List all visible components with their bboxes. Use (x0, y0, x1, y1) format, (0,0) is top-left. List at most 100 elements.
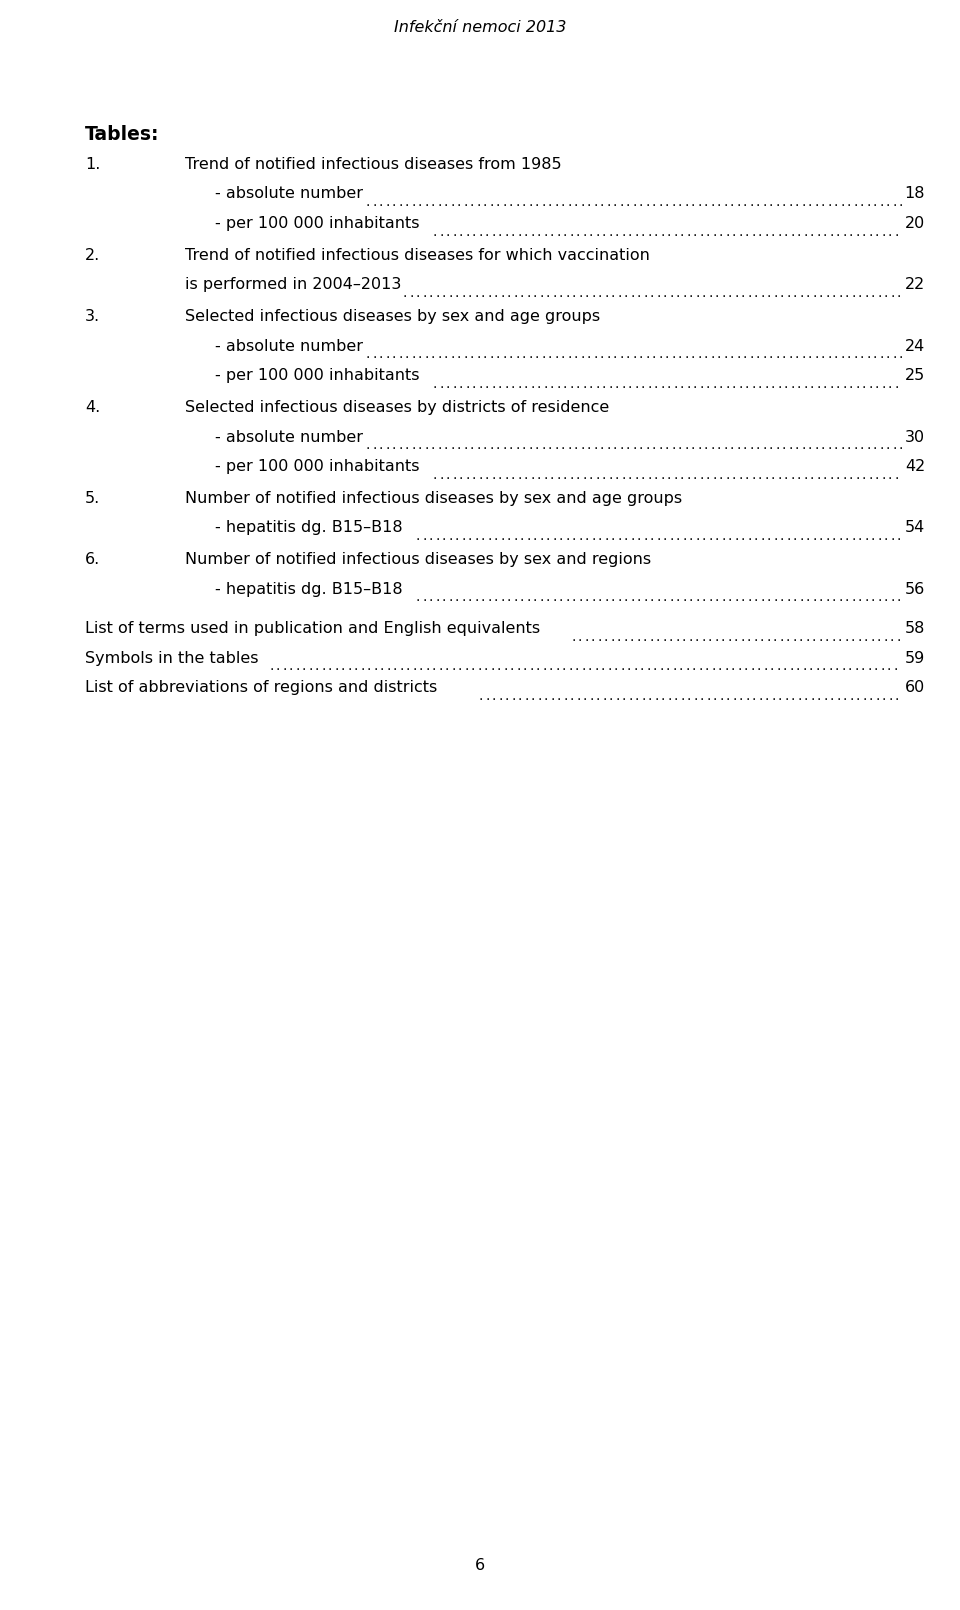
Text: .: . (497, 467, 502, 481)
Text: .: . (826, 287, 829, 299)
Text: .: . (854, 658, 858, 673)
Text: .: . (667, 689, 672, 702)
Text: .: . (764, 377, 769, 391)
Text: .: . (591, 591, 596, 604)
Text: .: . (619, 438, 623, 452)
Text: .: . (693, 467, 697, 481)
Text: .: . (613, 658, 618, 673)
Text: .: . (732, 224, 736, 238)
Text: .: . (695, 630, 699, 644)
Text: .: . (612, 348, 617, 361)
Text: .: . (733, 630, 738, 644)
Text: .: . (826, 591, 829, 604)
Text: .: . (893, 658, 898, 673)
Text: .: . (433, 467, 437, 481)
Text: .: . (683, 591, 686, 604)
Text: .: . (889, 689, 893, 702)
Text: .: . (463, 438, 468, 452)
Text: .: . (780, 287, 784, 299)
Text: .: . (759, 630, 764, 644)
Text: .: . (602, 224, 606, 238)
Text: .: . (366, 348, 370, 361)
Text: .: . (803, 658, 806, 673)
Text: .: . (517, 224, 521, 238)
Text: .: . (723, 438, 728, 452)
Text: .: . (631, 530, 635, 543)
Text: - per 100 000 inhabitants: - per 100 000 inhabitants (215, 369, 420, 383)
Text: .: . (754, 530, 758, 543)
Text: .: . (645, 438, 649, 452)
Text: .: . (289, 658, 293, 673)
Text: .: . (541, 348, 545, 361)
Text: .: . (760, 530, 765, 543)
Text: .: . (767, 591, 771, 604)
Text: .: . (821, 195, 825, 209)
Text: .: . (775, 348, 780, 361)
Text: .: . (577, 689, 581, 702)
Text: .: . (739, 689, 743, 702)
Text: .: . (747, 630, 752, 644)
Text: .: . (864, 591, 869, 604)
Text: .: . (576, 467, 580, 481)
Text: .: . (457, 195, 461, 209)
Text: .: . (468, 530, 472, 543)
Text: .: . (760, 287, 764, 299)
Text: .: . (433, 377, 437, 391)
Text: .: . (885, 438, 890, 452)
Text: .: . (411, 438, 416, 452)
Text: .: . (682, 630, 686, 644)
Text: .: . (799, 630, 804, 644)
Text: .: . (868, 377, 873, 391)
Text: .: . (411, 348, 416, 361)
Text: .: . (738, 377, 743, 391)
Text: .: . (810, 689, 815, 702)
Text: .: . (489, 195, 493, 209)
Text: .: . (429, 287, 433, 299)
Text: .: . (643, 591, 648, 604)
Text: .: . (301, 658, 306, 673)
Text: .: . (705, 658, 709, 673)
Text: .: . (468, 287, 472, 299)
Text: .: . (804, 224, 807, 238)
Text: .: . (576, 224, 580, 238)
Text: .: . (890, 287, 895, 299)
Text: .: . (621, 377, 626, 391)
Text: .: . (620, 658, 625, 673)
Text: .: . (585, 591, 589, 604)
Text: .: . (636, 530, 641, 543)
Text: .: . (455, 591, 459, 604)
Text: .: . (708, 591, 712, 604)
Text: .: . (881, 467, 885, 481)
Text: .: . (857, 287, 862, 299)
Text: .: . (778, 224, 781, 238)
Text: .: . (895, 689, 900, 702)
Text: .: . (621, 224, 626, 238)
Text: .: . (871, 630, 875, 644)
Text: .: . (714, 630, 719, 644)
Text: .: . (386, 658, 391, 673)
Text: .: . (430, 348, 435, 361)
Text: .: . (502, 438, 507, 452)
Text: .: . (678, 195, 682, 209)
Text: Trend of notified infectious diseases from 1985: Trend of notified infectious diseases fr… (185, 158, 562, 172)
Text: .: . (732, 689, 737, 702)
Text: .: . (563, 467, 567, 481)
Text: .: . (833, 348, 838, 361)
Text: .: . (710, 438, 714, 452)
Text: .: . (849, 467, 853, 481)
Text: .: . (691, 658, 696, 673)
Text: .: . (422, 530, 427, 543)
Text: .: . (416, 287, 420, 299)
Text: .: . (674, 689, 679, 702)
Text: .: . (775, 195, 780, 209)
Text: .: . (684, 438, 688, 452)
Text: .: . (749, 438, 754, 452)
Text: .: . (519, 287, 524, 299)
Text: .: . (276, 658, 280, 673)
Text: .: . (819, 287, 823, 299)
Text: .: . (585, 630, 588, 644)
Text: .: . (476, 348, 480, 361)
Text: .: . (742, 195, 747, 209)
Text: .: . (822, 658, 826, 673)
Text: .: . (724, 658, 729, 673)
